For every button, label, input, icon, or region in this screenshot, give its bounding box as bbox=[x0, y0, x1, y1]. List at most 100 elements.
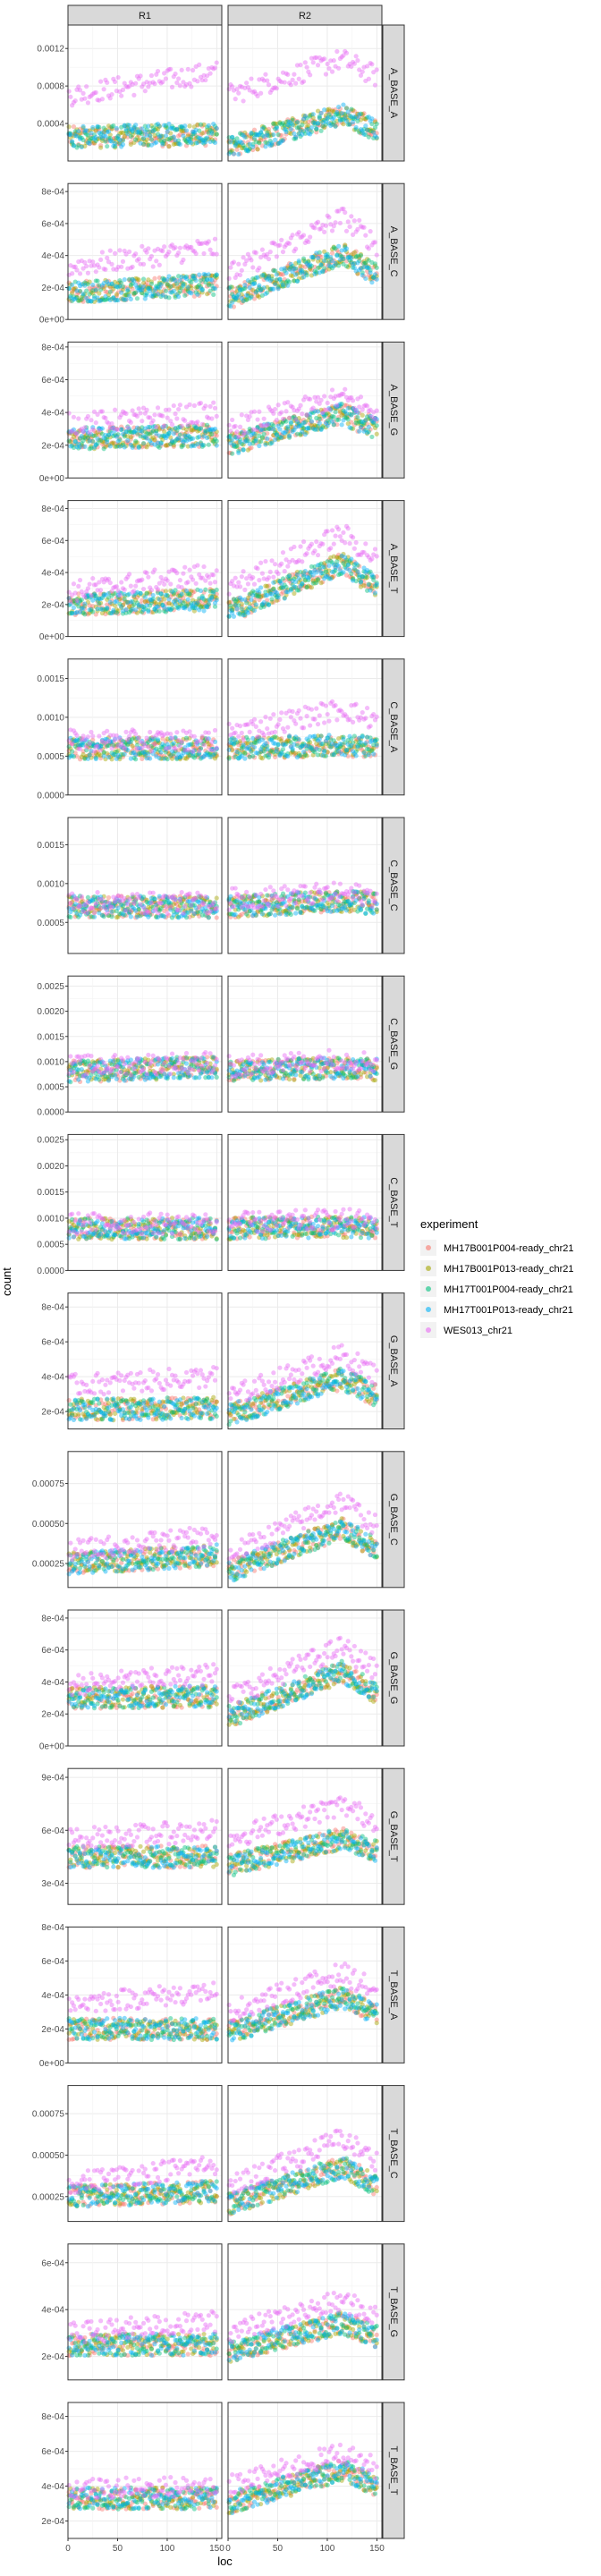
data-point bbox=[158, 282, 164, 287]
data-point bbox=[361, 750, 367, 756]
data-point bbox=[120, 138, 126, 143]
data-point bbox=[182, 292, 188, 298]
data-point bbox=[70, 282, 75, 288]
data-point bbox=[166, 121, 172, 127]
data-point bbox=[115, 74, 121, 80]
data-point bbox=[93, 419, 98, 426]
data-point bbox=[68, 444, 73, 449]
data-point bbox=[82, 601, 88, 606]
data-point bbox=[98, 747, 104, 753]
data-point bbox=[115, 141, 121, 147]
data-point bbox=[263, 442, 268, 447]
data-point bbox=[117, 248, 123, 253]
data-point bbox=[93, 89, 98, 96]
data-point bbox=[209, 740, 215, 745]
data-point bbox=[323, 223, 329, 228]
data-point bbox=[138, 591, 143, 597]
data-point bbox=[236, 151, 241, 157]
data-point bbox=[185, 66, 190, 72]
data-point bbox=[148, 588, 155, 593]
data-point bbox=[142, 123, 148, 129]
data-point bbox=[154, 123, 159, 128]
data-point bbox=[138, 130, 143, 135]
data-point bbox=[361, 131, 367, 137]
data-point bbox=[374, 423, 379, 428]
data-point bbox=[152, 741, 157, 747]
data-point bbox=[204, 736, 210, 741]
data-point bbox=[72, 296, 78, 301]
data-point bbox=[109, 126, 114, 131]
y-tick-label: 4e-04 bbox=[41, 409, 64, 419]
data-point bbox=[203, 403, 208, 409]
data-point bbox=[308, 72, 313, 78]
data-point bbox=[80, 429, 86, 435]
data-point bbox=[87, 438, 92, 444]
data-point bbox=[70, 141, 75, 147]
data-point bbox=[181, 131, 186, 136]
data-point bbox=[277, 716, 283, 723]
data-point bbox=[280, 550, 286, 555]
data-point bbox=[333, 220, 338, 225]
data-point bbox=[290, 233, 295, 238]
data-point bbox=[333, 703, 338, 708]
data-point bbox=[93, 134, 98, 140]
data-point bbox=[226, 756, 232, 761]
data-point bbox=[182, 137, 188, 142]
data-point bbox=[333, 123, 338, 129]
data-point bbox=[197, 434, 202, 439]
data-point bbox=[144, 735, 149, 741]
data-point bbox=[275, 722, 281, 727]
data-point bbox=[146, 424, 151, 430]
data-point bbox=[190, 141, 196, 147]
data-point bbox=[158, 591, 164, 597]
panel-r2-c-base-a bbox=[226, 658, 383, 796]
data-point bbox=[201, 250, 207, 257]
data-point bbox=[122, 591, 127, 597]
data-point bbox=[90, 427, 96, 432]
data-point bbox=[115, 753, 121, 758]
data-point bbox=[351, 719, 356, 724]
data-point bbox=[336, 564, 342, 569]
data-point bbox=[97, 733, 102, 739]
data-point bbox=[185, 597, 190, 602]
data-point bbox=[105, 606, 110, 611]
data-point bbox=[357, 428, 362, 434]
data-point bbox=[90, 135, 96, 141]
data-point bbox=[372, 547, 378, 552]
data-point bbox=[187, 123, 192, 129]
data-point bbox=[74, 733, 80, 738]
data-point bbox=[351, 119, 356, 124]
data-point bbox=[203, 138, 208, 143]
data-point bbox=[158, 441, 164, 446]
data-point bbox=[131, 589, 137, 594]
row-strip-label: A_BASE_G bbox=[388, 385, 399, 436]
data-point bbox=[341, 530, 346, 536]
data-point bbox=[168, 606, 174, 612]
y-tick-label: 0.0010 bbox=[37, 879, 64, 889]
data-point bbox=[271, 427, 276, 432]
data-point bbox=[285, 724, 291, 730]
data-point bbox=[250, 144, 256, 149]
data-point bbox=[255, 275, 260, 280]
data-point bbox=[306, 239, 311, 245]
data-point bbox=[66, 738, 72, 743]
data-point bbox=[142, 595, 148, 600]
data-point bbox=[155, 292, 161, 297]
data-point bbox=[211, 128, 216, 133]
data-point bbox=[284, 428, 289, 434]
data-point bbox=[191, 733, 197, 739]
data-point bbox=[154, 126, 159, 131]
data-point bbox=[191, 402, 197, 409]
data-point bbox=[206, 730, 211, 735]
data-point bbox=[266, 274, 272, 279]
data-point bbox=[267, 250, 273, 255]
data-point bbox=[163, 133, 169, 139]
data-point bbox=[290, 708, 295, 715]
data-point bbox=[341, 736, 346, 742]
data-point bbox=[107, 599, 113, 605]
data-point bbox=[296, 588, 301, 593]
data-point bbox=[363, 233, 368, 238]
data-point bbox=[105, 128, 110, 133]
data-point bbox=[179, 124, 184, 130]
data-point bbox=[95, 278, 100, 284]
